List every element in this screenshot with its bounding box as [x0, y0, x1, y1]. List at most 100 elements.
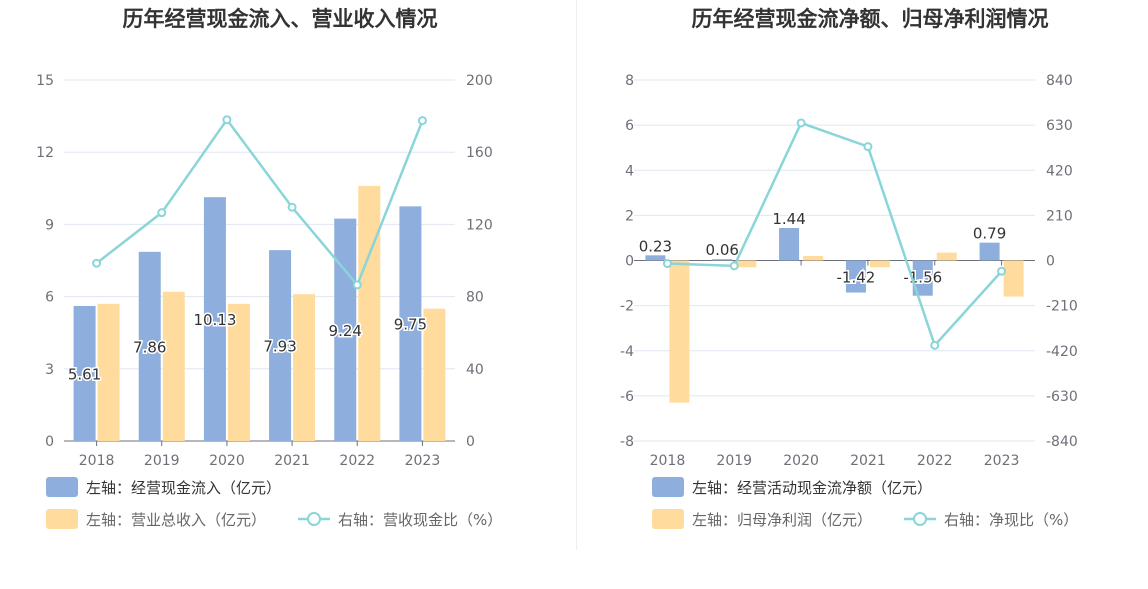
x-tick-label: 2023: [984, 453, 1020, 469]
bar-data-label: -1.42: [837, 269, 876, 287]
chart-title: 历年经营现金流净额、归母净利润情况: [692, 7, 1049, 31]
bar: [399, 206, 422, 441]
y-left-tick-label: 3: [45, 362, 54, 378]
bar: [845, 260, 866, 293]
line-point: [287, 202, 297, 212]
x-tick-label: 2020: [209, 453, 245, 469]
line-point: [417, 116, 427, 126]
legend-label: 左轴：归母净利润（亿元）: [692, 511, 872, 529]
y-left-tick-label: -6: [620, 389, 634, 405]
bar-data-label: 7.86: [133, 338, 166, 356]
bar-data-label: 9.75: [394, 316, 427, 334]
bar-data-label: 9.24: [329, 322, 362, 340]
y-left-tick-label: -8: [620, 434, 634, 450]
x-tick-label: 2022: [917, 453, 953, 469]
y-left-tick-label: 0: [625, 254, 634, 270]
y-right-tick-label: 80: [466, 290, 484, 306]
line-point: [796, 118, 806, 128]
y-left-tick-label: -2: [620, 299, 634, 315]
bar: [712, 259, 733, 261]
y-right-tick-label: -420: [1046, 344, 1078, 360]
bar: [162, 291, 185, 441]
line-point: [222, 115, 232, 125]
chart-cashflow-revenue: 历年经营现金流入、营业收入情况 0 0 3 40 6 80 9 120 12 160 15 200 201…: [36, 7, 502, 529]
x-tick-label: 2022: [339, 453, 375, 469]
line-point: [729, 261, 739, 271]
bar-data-label: 0.06: [706, 241, 739, 259]
bar: [138, 251, 161, 441]
bar: [645, 255, 666, 261]
bar-data-label: 10.13: [193, 311, 236, 329]
bar: [423, 308, 446, 441]
bar: [334, 218, 357, 441]
bar: [669, 260, 690, 403]
x-tick-label: 2018: [650, 453, 686, 469]
legend-swatch: [46, 509, 78, 529]
y-right-tick-label: 40: [466, 362, 484, 378]
bar: [358, 185, 381, 441]
y-left-tick-label: 2: [625, 208, 634, 224]
y-right-tick-label: 420: [1046, 163, 1073, 179]
line-point: [352, 280, 362, 290]
x-tick-label: 2018: [79, 453, 115, 469]
bar: [269, 250, 292, 441]
x-tick-label: 2021: [850, 453, 886, 469]
bar: [869, 260, 890, 268]
legend-label: 左轴：营业总收入（亿元）: [86, 511, 266, 529]
line-point: [930, 340, 940, 350]
line-point: [997, 266, 1007, 276]
chart-title: 历年经营现金流入、营业收入情况: [123, 7, 438, 31]
bar: [97, 303, 120, 441]
y-right-tick-label: 160: [466, 145, 493, 161]
y-left-tick-label: 12: [36, 145, 54, 161]
y-left-tick-label: 15: [36, 73, 54, 89]
x-tick-label: 2021: [274, 453, 310, 469]
y-left-tick-label: 0: [45, 434, 54, 450]
chart-netcash-profit: 历年经营现金流净额、归母净利润情况 -8 -840 -6 -630 -4 -420 -2 -21…: [620, 7, 1078, 529]
y-right-tick-label: 120: [466, 217, 493, 233]
x-tick-label: 2023: [405, 453, 441, 469]
x-tick-label: 2019: [144, 453, 180, 469]
y-left-tick-label: 4: [625, 163, 634, 179]
line-point: [157, 208, 167, 218]
y-left-tick-label: 9: [45, 217, 54, 233]
y-right-tick-label: -630: [1046, 389, 1078, 405]
y-left-tick-label: 6: [45, 290, 54, 306]
bar-data-label: 5.61: [68, 365, 101, 383]
bar: [936, 252, 957, 261]
y-right-tick-label: 840: [1046, 73, 1073, 89]
legend-label: 左轴：经营现金流入（亿元）: [86, 479, 281, 497]
line-point: [662, 259, 672, 269]
bar: [736, 260, 757, 268]
y-left-tick-label: 6: [625, 118, 634, 134]
y-right-tick-label: -210: [1046, 299, 1078, 315]
legend-label: 左轴：经营活动现金流净额（亿元）: [692, 479, 932, 497]
line-point: [92, 258, 102, 268]
legend-swatch: [46, 477, 78, 497]
bar-data-label: 0.79: [973, 225, 1006, 243]
bar: [73, 305, 96, 441]
bar: [779, 228, 800, 261]
bar: [203, 197, 226, 441]
bar: [293, 294, 316, 441]
bar-data-label: -1.56: [903, 269, 942, 287]
bar-data-label: 1.44: [772, 210, 805, 228]
bar-data-label: 7.93: [263, 338, 296, 356]
bar: [227, 303, 250, 441]
y-right-tick-label: 210: [1046, 208, 1073, 224]
y-right-tick-label: 630: [1046, 118, 1073, 134]
legend-label: 右轴：营收现金比（%）: [338, 511, 502, 529]
legend-swatch: [652, 509, 684, 529]
x-tick-label: 2020: [783, 453, 819, 469]
line-point: [863, 142, 873, 152]
legend-label: 右轴：净现比（%）: [944, 511, 1078, 529]
y-left-tick-label: -4: [620, 344, 634, 360]
legend-line-marker: [913, 512, 927, 526]
bar: [1003, 260, 1024, 297]
bar: [912, 260, 933, 296]
bar: [979, 242, 1000, 261]
series-line: [667, 121, 1003, 348]
series-line: [95, 117, 424, 288]
legend-swatch: [652, 477, 684, 497]
